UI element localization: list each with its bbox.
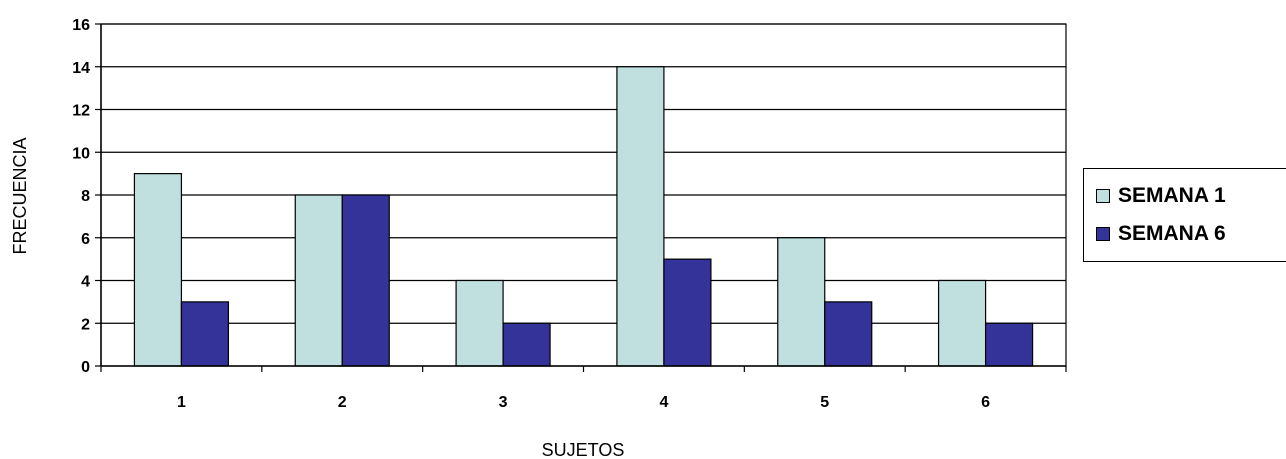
bar-semana-6-1: [180, 301, 230, 367]
x-tick-label: 3: [499, 394, 508, 411]
x-axis-title: SUJETOS: [542, 440, 625, 459]
bar-semana-1-5: [777, 237, 826, 367]
y-axis-title: FRECUENCIA: [10, 137, 30, 254]
x-tick-labels: 1 2 3 4 5 6: [177, 394, 990, 411]
y-tick-label: 10: [72, 145, 90, 162]
bar-semana-1-3: [455, 279, 504, 367]
bar-semana-6-4: [663, 258, 712, 367]
gridlines: [95, 23, 1066, 367]
legend-swatch-semana-6: [1096, 227, 1110, 241]
legend-item-semana-6: SEMANA 6: [1096, 222, 1226, 246]
bar-semana-6-3: [502, 322, 551, 367]
bar-semana-1-4: [616, 66, 665, 367]
y-tick-label: 6: [81, 231, 90, 248]
bar-semana-6-5: [824, 301, 873, 367]
legend-item-semana-1: SEMANA 1: [1096, 184, 1226, 208]
axes: [100, 23, 1067, 372]
legend-label-semana-1: SEMANA 1: [1118, 184, 1226, 207]
y-tick-label: 16: [72, 17, 90, 34]
y-tick-label: 8: [81, 188, 90, 205]
x-tick-label: 1: [177, 394, 186, 411]
x-tick-label: 5: [820, 394, 829, 411]
bar-semana-6-6: [984, 322, 1034, 367]
legend-swatch-semana-1: [1096, 189, 1110, 203]
bar-semana-1-2: [294, 194, 343, 367]
bar-semana-1-1: [133, 173, 183, 367]
legend-label-semana-6: SEMANA 6: [1118, 222, 1226, 245]
y-tick-label: 14: [72, 60, 90, 77]
y-tick-label: 2: [81, 316, 90, 333]
bar-semana-6-2: [341, 194, 390, 367]
x-tick-label: 4: [659, 394, 668, 411]
y-tick-label: 4: [81, 274, 90, 291]
y-tick-label: 0: [81, 359, 90, 376]
legend: SEMANA 1 SEMANA 6: [1083, 168, 1286, 262]
y-tick-label: 12: [72, 103, 90, 120]
y-tick-labels: 0 2 4 6 8 10 12 14 16: [72, 17, 90, 376]
bar-semana-1-6: [937, 279, 987, 367]
x-tick-label: 6: [981, 394, 990, 411]
x-tick-label: 2: [338, 394, 347, 411]
bars: [133, 66, 1034, 367]
